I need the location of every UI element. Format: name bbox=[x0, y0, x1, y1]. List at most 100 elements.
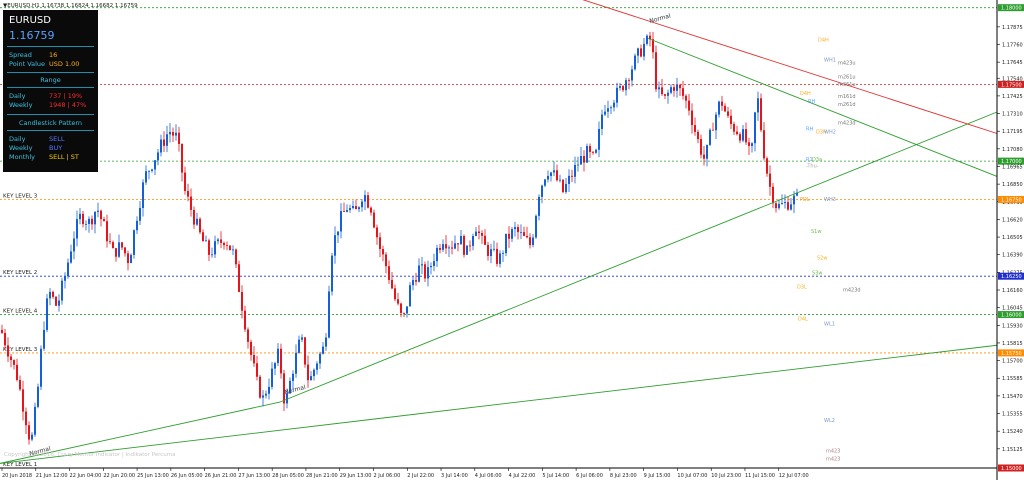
candle-body bbox=[82, 213, 84, 225]
pattern-monthly-value: SELL | ST bbox=[49, 153, 79, 161]
price-tag-label: 1.16250 bbox=[1001, 274, 1022, 280]
candle-body bbox=[526, 235, 528, 238]
info-panel: EURUSD 1.16759 Spread 16 Point Value USD… bbox=[3, 10, 98, 172]
candle-body bbox=[79, 213, 81, 220]
candle-body bbox=[19, 379, 21, 390]
candle-body bbox=[331, 255, 333, 292]
candle-body bbox=[544, 179, 546, 186]
daily-range-row: Daily 737 | 19% bbox=[9, 92, 94, 101]
pivot-label: m423d bbox=[843, 288, 861, 294]
candle-body bbox=[568, 175, 570, 184]
candle-body bbox=[706, 144, 708, 159]
candle-body bbox=[757, 98, 759, 113]
candle-body bbox=[652, 39, 654, 53]
time-tick-label: 6 Jul 06:00 bbox=[576, 473, 603, 479]
candle-body bbox=[289, 380, 291, 394]
candle-body bbox=[238, 264, 240, 292]
time-axis: 20 Jun 2018 21 Jun 12:00 22 Jun 04:00 22 Ju… bbox=[1, 468, 809, 479]
price-tick-label: 1.16620 bbox=[1002, 217, 1023, 223]
candle-body bbox=[511, 229, 513, 239]
candle-body bbox=[763, 130, 765, 159]
candle-body bbox=[565, 183, 567, 193]
price-tick-label: 1.17540 bbox=[1002, 76, 1023, 82]
time-tick-label: 9 Jul 15:00 bbox=[644, 473, 671, 479]
candle-body bbox=[10, 356, 12, 361]
candle-body bbox=[133, 230, 135, 255]
time-tick-label: 4 Jul 22:00 bbox=[509, 473, 536, 479]
horizontal-levels-layer: KEY LEVEL 3 KEY LEVEL 2 KEY LEVEL 4 KEY LEV… bbox=[0, 7, 997, 469]
candle-body bbox=[553, 170, 555, 173]
candle-body bbox=[34, 406, 36, 435]
candle-body bbox=[760, 98, 762, 131]
candle-body bbox=[127, 253, 129, 264]
candle-body bbox=[487, 244, 489, 256]
candle-body bbox=[181, 144, 183, 173]
candle-body bbox=[682, 88, 684, 96]
candle-body bbox=[205, 240, 207, 242]
time-tick-label: 25 Jun 13:00 bbox=[137, 473, 169, 479]
candle-body bbox=[472, 236, 474, 246]
candle-body bbox=[790, 204, 792, 210]
candle-body bbox=[148, 170, 150, 172]
watermark-text: Copyright © 2018, Crazy Mentor Indicator… bbox=[4, 451, 176, 458]
price-tag bbox=[998, 195, 1024, 203]
candle-body bbox=[436, 247, 438, 262]
candle-body bbox=[232, 249, 234, 251]
candle-body bbox=[46, 298, 48, 330]
candle-body bbox=[751, 143, 753, 146]
candle-body bbox=[571, 175, 573, 177]
price-tag bbox=[998, 4, 1024, 12]
price-tag-label: 1.16750 bbox=[1001, 197, 1022, 203]
trendlines-layer bbox=[0, 0, 998, 464]
candle-body bbox=[235, 249, 237, 265]
pivot-label: D3a bbox=[812, 157, 822, 163]
candle-body bbox=[493, 248, 495, 250]
candle-body bbox=[439, 247, 441, 250]
candle-body bbox=[202, 232, 204, 242]
candle-body bbox=[106, 221, 108, 242]
price-tag bbox=[998, 349, 1024, 357]
candle-body bbox=[103, 219, 105, 222]
candle-body bbox=[163, 139, 165, 146]
pivot-label: WH3 bbox=[824, 197, 836, 203]
price-tick-label: 1.15585 bbox=[1002, 376, 1023, 382]
candle-body bbox=[13, 360, 15, 365]
candle-body bbox=[265, 393, 267, 396]
price-tag-label: 1.18000 bbox=[1001, 6, 1022, 12]
pivot-label: PDL bbox=[800, 197, 810, 203]
candle-body bbox=[55, 296, 57, 306]
panel-divider bbox=[7, 72, 94, 73]
candle-body bbox=[583, 156, 585, 163]
candle-body bbox=[58, 300, 60, 306]
candle-body bbox=[598, 128, 600, 150]
candle-body bbox=[793, 195, 795, 205]
candle-body bbox=[691, 110, 693, 126]
price-tick-label: 1.16160 bbox=[1002, 288, 1023, 294]
candle-body bbox=[724, 105, 726, 112]
candle-body bbox=[712, 129, 714, 131]
candle-body bbox=[385, 254, 387, 267]
pivot-label: -Thu- bbox=[806, 163, 819, 169]
candle-body bbox=[190, 196, 192, 210]
candle-body bbox=[748, 142, 750, 146]
candle-body bbox=[298, 339, 300, 353]
candle-body bbox=[667, 92, 669, 96]
candle-body bbox=[670, 87, 672, 93]
candle-body bbox=[595, 149, 597, 153]
candle-body bbox=[733, 124, 735, 132]
pattern-daily-row: Daily SELL bbox=[9, 135, 94, 144]
symbol-name: EURUSD bbox=[9, 15, 51, 26]
price-tag-label: 1.16000 bbox=[1001, 313, 1022, 319]
price-tick-label: 1.15815 bbox=[1002, 341, 1023, 347]
candle-body bbox=[40, 348, 42, 387]
candle-body bbox=[601, 114, 603, 129]
pivot-label: D4H bbox=[818, 37, 829, 43]
key-level-label: KEY LEVEL 1 bbox=[3, 462, 37, 468]
candle-body bbox=[481, 233, 483, 236]
candle-body bbox=[589, 146, 591, 152]
candle-body bbox=[91, 218, 93, 225]
time-tick-label: 4 Jul 06:00 bbox=[475, 473, 502, 479]
spread-row: Spread 16 bbox=[9, 51, 94, 60]
